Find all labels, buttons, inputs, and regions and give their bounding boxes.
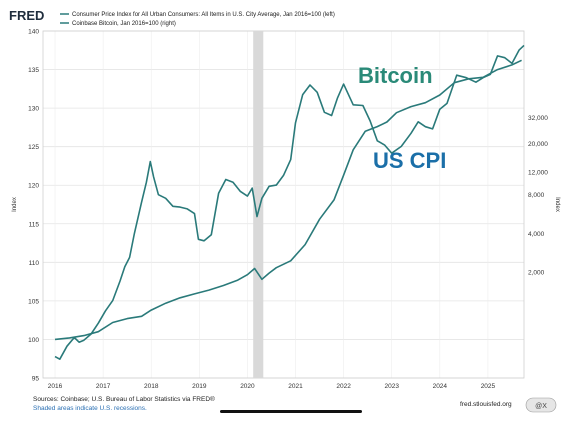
left-tick-label-3: 110 xyxy=(29,260,40,267)
x-tick-label-4: 2020 xyxy=(240,383,255,390)
bitcoin-annotation: Bitcoin xyxy=(358,63,433,88)
right-tick-label-2: 12,000 xyxy=(528,170,548,177)
x-tick-label-3: 2019 xyxy=(192,383,207,390)
left-tick-label-7: 130 xyxy=(28,106,39,113)
series-line-cpi xyxy=(54,59,522,341)
fred-url[interactable]: fred.stlouisfed.org xyxy=(460,401,512,408)
x-tick-label-5: 2021 xyxy=(288,383,303,390)
left-tick-label-9: 140 xyxy=(28,29,39,36)
left-tick-label-0: 95 xyxy=(32,376,40,383)
right-tick-label-0: 32,000 xyxy=(528,115,548,122)
plot-frame xyxy=(42,30,525,379)
legend-label-cpi: Consumer Price Index for All Urban Consu… xyxy=(72,12,335,18)
x-tick-label-6: 2022 xyxy=(336,383,351,390)
left-axis-ticks: 95 100 105 110 115 120 125 130 135 140 xyxy=(28,29,39,383)
series-line-bitcoin xyxy=(54,44,525,360)
x-tick-label-2: 2018 xyxy=(144,383,159,390)
left-tick-label-2: 105 xyxy=(28,298,39,305)
cpi-annotation: US CPI xyxy=(373,148,446,173)
right-axis-title: Index xyxy=(554,197,560,212)
x-tick-label-7: 2023 xyxy=(384,383,399,390)
left-tick-label-4: 115 xyxy=(29,221,40,228)
fred-logo[interactable]: FRED xyxy=(9,8,44,23)
home-indicator xyxy=(220,410,362,413)
x-axis-ticks: 2016 2017 2018 2019 2020 2021 2022 2023 2024 2025 xyxy=(48,383,496,390)
grid-lines xyxy=(42,30,525,379)
right-tick-label-4: 4,000 xyxy=(528,231,545,238)
left-tick-label-8: 135 xyxy=(28,67,39,74)
x-tick-label-9: 2025 xyxy=(481,383,496,390)
x-tick-label-8: 2024 xyxy=(433,383,448,390)
recession-shading xyxy=(253,31,264,378)
x-tick-label-1: 2017 xyxy=(96,383,111,390)
right-tick-label-5: 2,000 xyxy=(528,270,545,277)
watermark: @X xyxy=(525,397,557,413)
right-axis-ticks: 32,000 20,000 12,000 8,000 4,000 2,000 xyxy=(528,115,548,277)
source-note: Sources: Coinbase; U.S. Bureau of Labor … xyxy=(33,395,215,403)
left-axis-title: Index xyxy=(12,197,18,212)
x-tick-label-0: 2016 xyxy=(48,383,63,390)
left-tick-label-6: 125 xyxy=(28,144,39,151)
recession-note: Shaded areas indicate U.S. recessions. xyxy=(33,405,147,412)
left-tick-label-1: 100 xyxy=(28,337,39,344)
right-tick-label-1: 20,000 xyxy=(528,141,548,148)
left-tick-label-5: 120 xyxy=(28,183,39,190)
watermark-text: @X xyxy=(535,403,547,410)
right-tick-label-3: 8,000 xyxy=(528,192,545,199)
legend-label-bitcoin: Coinbase Bitcoin, Jan 2016=100 (right) xyxy=(72,21,176,27)
